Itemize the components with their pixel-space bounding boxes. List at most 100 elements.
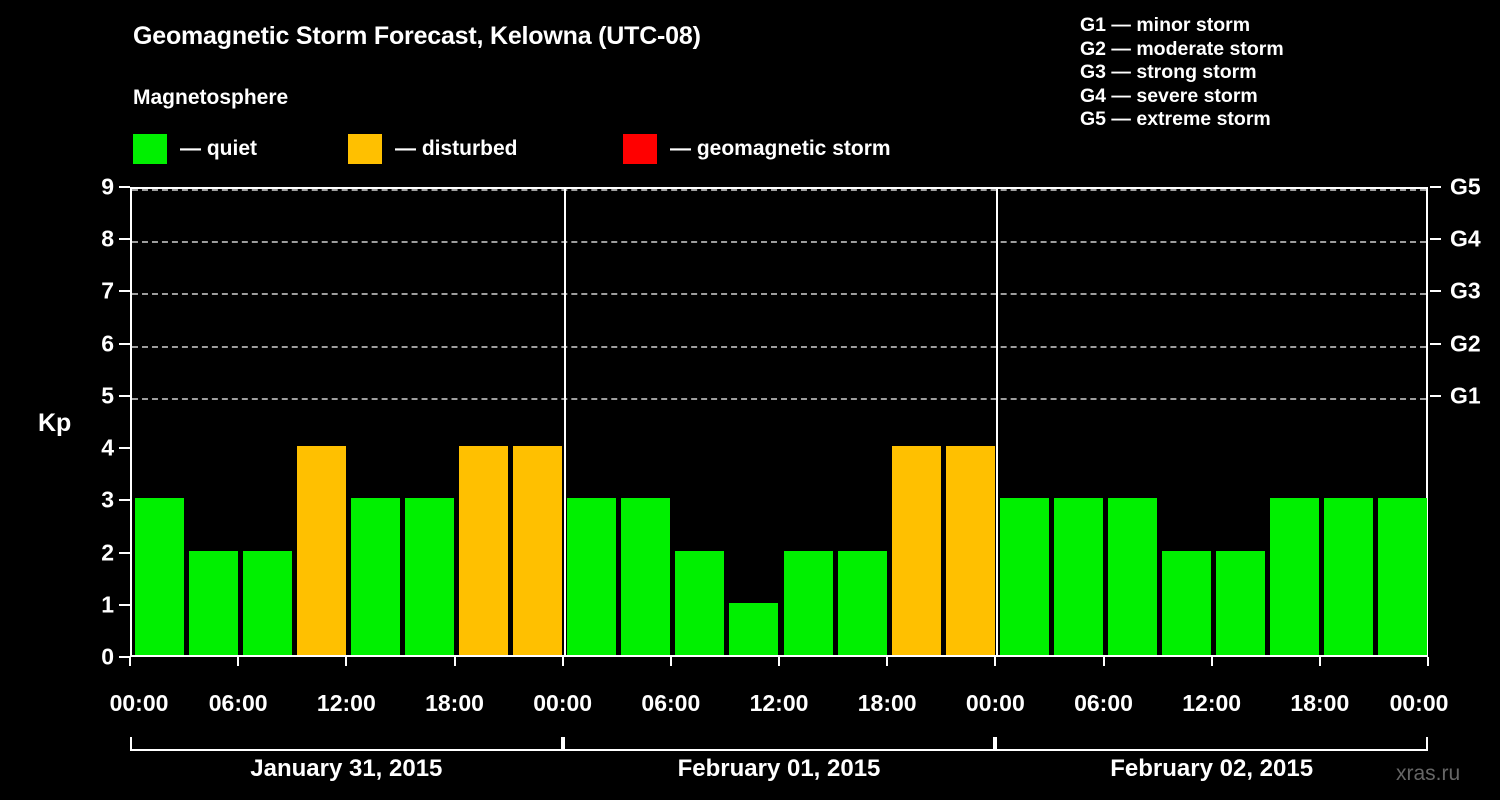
y-tick-label: 8 (101, 225, 114, 252)
x-tick (778, 657, 780, 666)
x-tick (345, 657, 348, 666)
x-tick-label: 18:00 (425, 690, 484, 716)
bar-series (132, 189, 1428, 655)
y-tick-label: 5 (101, 382, 114, 409)
bar-kp (783, 550, 833, 655)
x-tick-label: 00:00 (109, 690, 169, 716)
orange-square-icon (348, 134, 382, 164)
legend-item-quiet: — quiet (133, 133, 257, 165)
bar-kp (1270, 498, 1320, 655)
x-tick-label: 12:00 (316, 690, 376, 716)
bar-kp (513, 446, 563, 655)
bar-kp (1216, 550, 1266, 655)
chart-subtitle: Magnetosphere (133, 86, 289, 109)
g-tick-label: G3 (1450, 277, 1481, 304)
g-tick (1430, 238, 1441, 241)
bar-kp (459, 446, 509, 655)
red-square-icon (623, 134, 657, 164)
x-tick-label: 00:00 (965, 690, 1025, 716)
bar-kp (675, 550, 725, 655)
y-tick (119, 603, 130, 606)
bar-kp (729, 602, 779, 655)
bar-kp (188, 550, 238, 655)
g-tick-label: G1 (1450, 382, 1481, 409)
x-tick (994, 657, 997, 666)
bar-kp (1053, 498, 1103, 655)
date-label: February 02, 2015 (1110, 755, 1314, 782)
bar-kp (134, 498, 184, 655)
x-tick-label: 06:00 (208, 690, 268, 716)
storm-scale-row-g5: G5 — extreme storm (1080, 108, 1271, 131)
bar-kp (242, 550, 292, 655)
bar-kp (891, 446, 941, 655)
y-tick-label: 1 (101, 591, 114, 618)
bar-kp (1378, 498, 1428, 655)
storm-scale-row-g4: G4 — severe storm (1080, 84, 1258, 107)
x-tick (453, 657, 456, 666)
bar-kp (945, 446, 995, 655)
x-tick-label: 18:00 (857, 690, 917, 716)
bar-kp (621, 498, 671, 655)
x-tick (1318, 657, 1321, 666)
date-label: January 31, 2015 (250, 755, 443, 782)
y-tick (119, 342, 130, 345)
g-tick-label: G5 (1450, 173, 1481, 200)
x-tick (1102, 657, 1105, 666)
gridline-kp-8 (132, 241, 1426, 244)
g-tick (1430, 290, 1441, 293)
gridline-kp-7 (132, 293, 1426, 296)
bar-kp (999, 498, 1049, 655)
gridline-kp-9 (132, 189, 1426, 191)
y-tick (119, 186, 130, 188)
g-tick (1430, 394, 1441, 397)
legend-label: — quiet (180, 137, 257, 160)
y-tick-label: 4 (101, 434, 114, 461)
g-tick-label: G2 (1450, 330, 1481, 357)
y-tick (119, 394, 130, 397)
x-tick-label: 12:00 (1182, 690, 1242, 716)
y-axis-title: Kp (38, 409, 72, 437)
x-tick-label: 18:00 (1290, 690, 1350, 716)
y-tick-label: 2 (101, 539, 114, 566)
y-tick-label: 6 (101, 330, 114, 357)
y-tick-label: 0 (101, 643, 114, 670)
x-tick (129, 657, 131, 666)
date-bracket (995, 737, 1428, 751)
y-tick (119, 551, 130, 554)
y-tick (119, 656, 130, 658)
y-tick (119, 499, 130, 502)
day-separator (563, 189, 566, 655)
x-tick-label: 06:00 (641, 690, 701, 716)
plot-area (130, 187, 1428, 657)
bar-kp (404, 498, 454, 655)
day-separator (996, 189, 999, 655)
bar-kp (1162, 550, 1212, 655)
green-square-icon (133, 134, 167, 164)
legend-item-geomagnetic-storm: — geomagnetic storm (623, 133, 891, 165)
x-tick (237, 657, 240, 666)
storm-scale-row-g1: G1 — minor storm (1080, 14, 1251, 36)
bar-kp (296, 446, 346, 655)
watermark: xras.ru (1396, 762, 1461, 785)
storm-scale-row-g2: G2 — moderate storm (1080, 37, 1284, 60)
y-tick-label: 9 (101, 173, 114, 200)
bar-kp (837, 550, 887, 655)
page-title: Geomagnetic Storm Forecast, Kelowna (UTC… (133, 22, 701, 50)
bar-kp (567, 498, 617, 655)
bar-kp (350, 498, 400, 655)
g-tick-label: G4 (1450, 225, 1481, 252)
x-tick-label: 06:00 (1074, 690, 1133, 716)
x-tick (1427, 657, 1429, 666)
y-tick-label: 7 (101, 277, 114, 304)
date-label: February 01, 2015 (677, 755, 881, 782)
gridline-kp-6 (132, 345, 1426, 348)
x-tick-label: 12:00 (749, 690, 809, 716)
storm-scale-legend: G1 — minor storm G2 — moderate storm G3 — … (1080, 14, 1284, 132)
g-tick (1430, 186, 1441, 188)
g-tick (1430, 342, 1441, 345)
y-tick (119, 238, 130, 241)
y-tick (119, 447, 130, 450)
storm-scale-row-g3: G3 — strong storm (1080, 61, 1257, 84)
legend-label: — disturbed (395, 137, 518, 160)
date-bracket (562, 737, 996, 751)
